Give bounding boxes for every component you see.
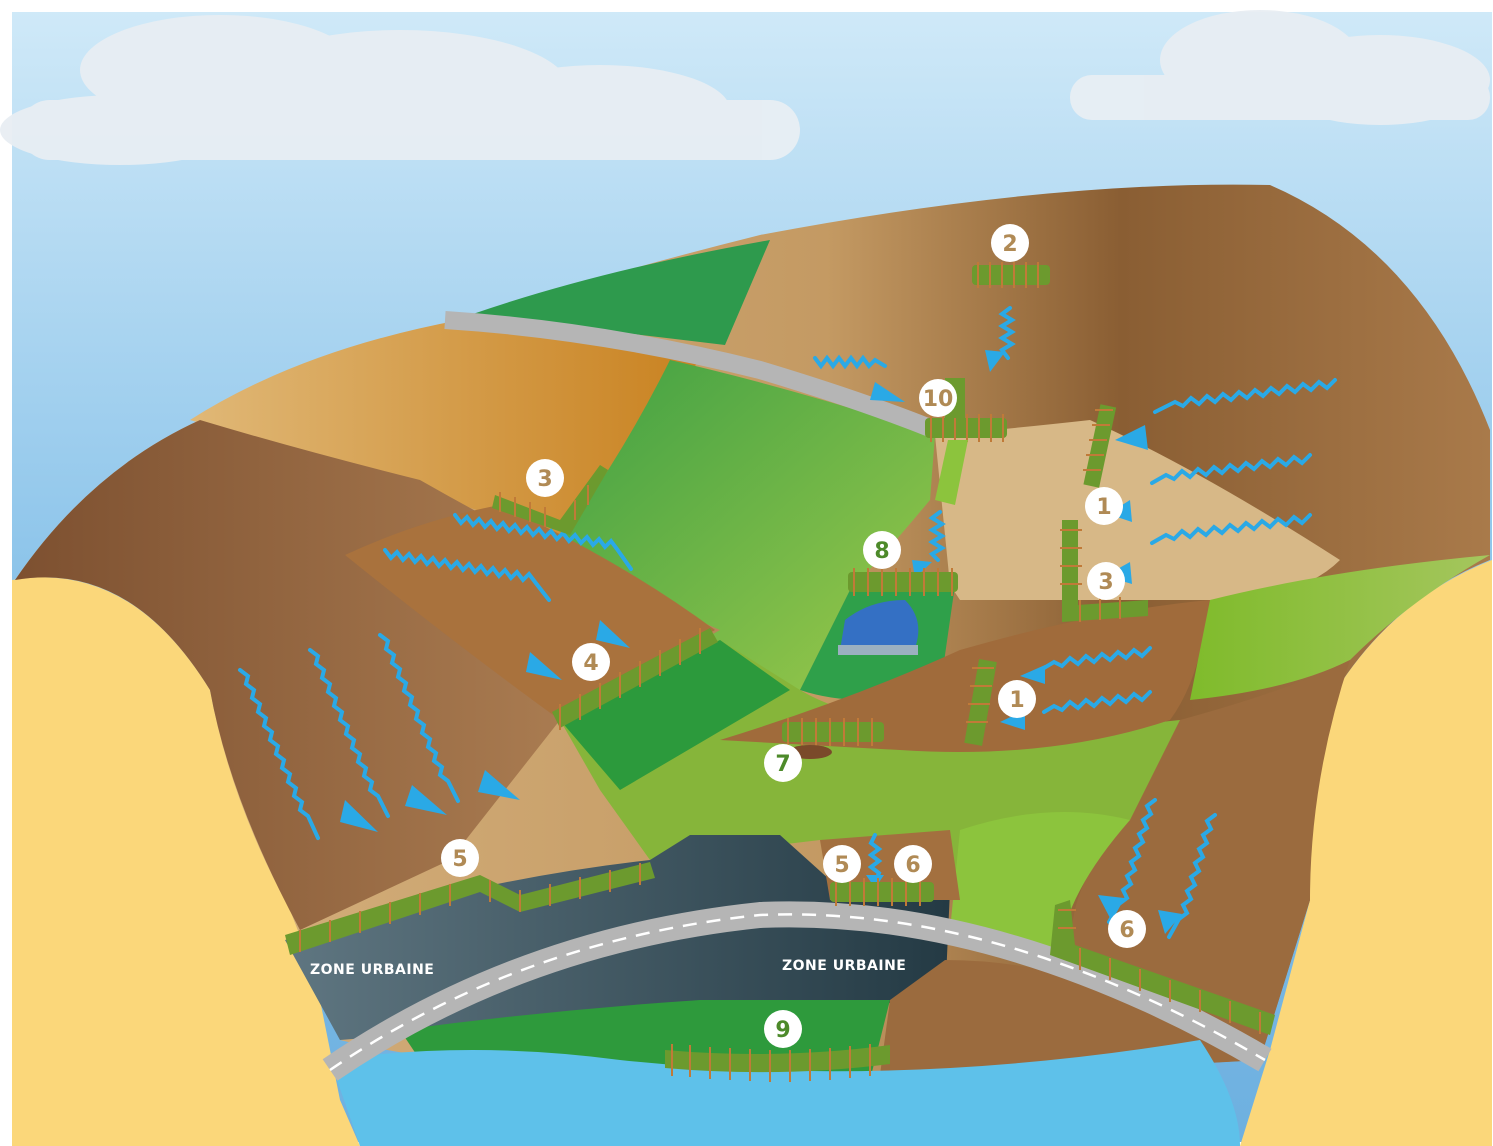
grass-strip [935, 440, 968, 505]
hedge-icon [665, 1044, 890, 1082]
hedge-icon [848, 568, 958, 596]
svg-text:3: 3 [537, 467, 552, 492]
hedge-icon [1083, 404, 1117, 488]
svg-text:6: 6 [905, 853, 920, 878]
marker-5-center: 5 [823, 845, 861, 883]
cloud-left [0, 15, 800, 165]
svg-text:1: 1 [1096, 495, 1111, 520]
marker-4: 4 [572, 643, 610, 681]
marker-1-lower: 1 [998, 680, 1036, 718]
marker-9: 9 [764, 1010, 802, 1048]
hedge-icon [285, 862, 655, 955]
marker-2-top: 2 [991, 224, 1029, 262]
svg-text:8: 8 [874, 539, 889, 564]
marker-10: 10 [919, 379, 957, 417]
marker-7: 7 [764, 744, 802, 782]
svg-text:5: 5 [834, 853, 849, 878]
hedge-icon [1050, 900, 1275, 1035]
hedge-icon [552, 628, 718, 730]
marker-6-center: 6 [894, 845, 932, 883]
svg-text:2: 2 [1002, 232, 1017, 257]
svg-text:4: 4 [583, 651, 598, 676]
marker-1-upper: 1 [1085, 487, 1123, 525]
hedge-icon [925, 414, 1007, 442]
hedge-icon [492, 465, 608, 535]
hedge-icon [782, 718, 884, 746]
marker-3-right: 3 [1087, 562, 1125, 600]
zone-urbaine-label-center: ZONE URBAINE [782, 958, 906, 974]
hedge-icon [972, 262, 1050, 288]
hedge-icon [964, 659, 997, 746]
runoff-arrows [238, 306, 1337, 939]
svg-text:6: 6 [1119, 918, 1134, 943]
marker-3-left: 3 [526, 459, 564, 497]
hedge-icon [830, 878, 934, 906]
pond [840, 600, 919, 650]
svg-text:5: 5 [452, 847, 467, 872]
cloud-right [1070, 10, 1490, 125]
hedge-icon [1060, 520, 1148, 622]
marker-5-left: 5 [441, 839, 479, 877]
hedges [285, 262, 1275, 1082]
zone-urbaine-label-left: ZONE URBAINE [310, 962, 434, 978]
marker-8: 8 [863, 531, 901, 569]
svg-text:9: 9 [775, 1018, 790, 1043]
svg-text:7: 7 [775, 752, 790, 777]
svg-text:10: 10 [923, 387, 954, 412]
svg-text:3: 3 [1098, 570, 1113, 595]
marker-6-right: 6 [1108, 910, 1146, 948]
svg-text:1: 1 [1009, 688, 1024, 713]
